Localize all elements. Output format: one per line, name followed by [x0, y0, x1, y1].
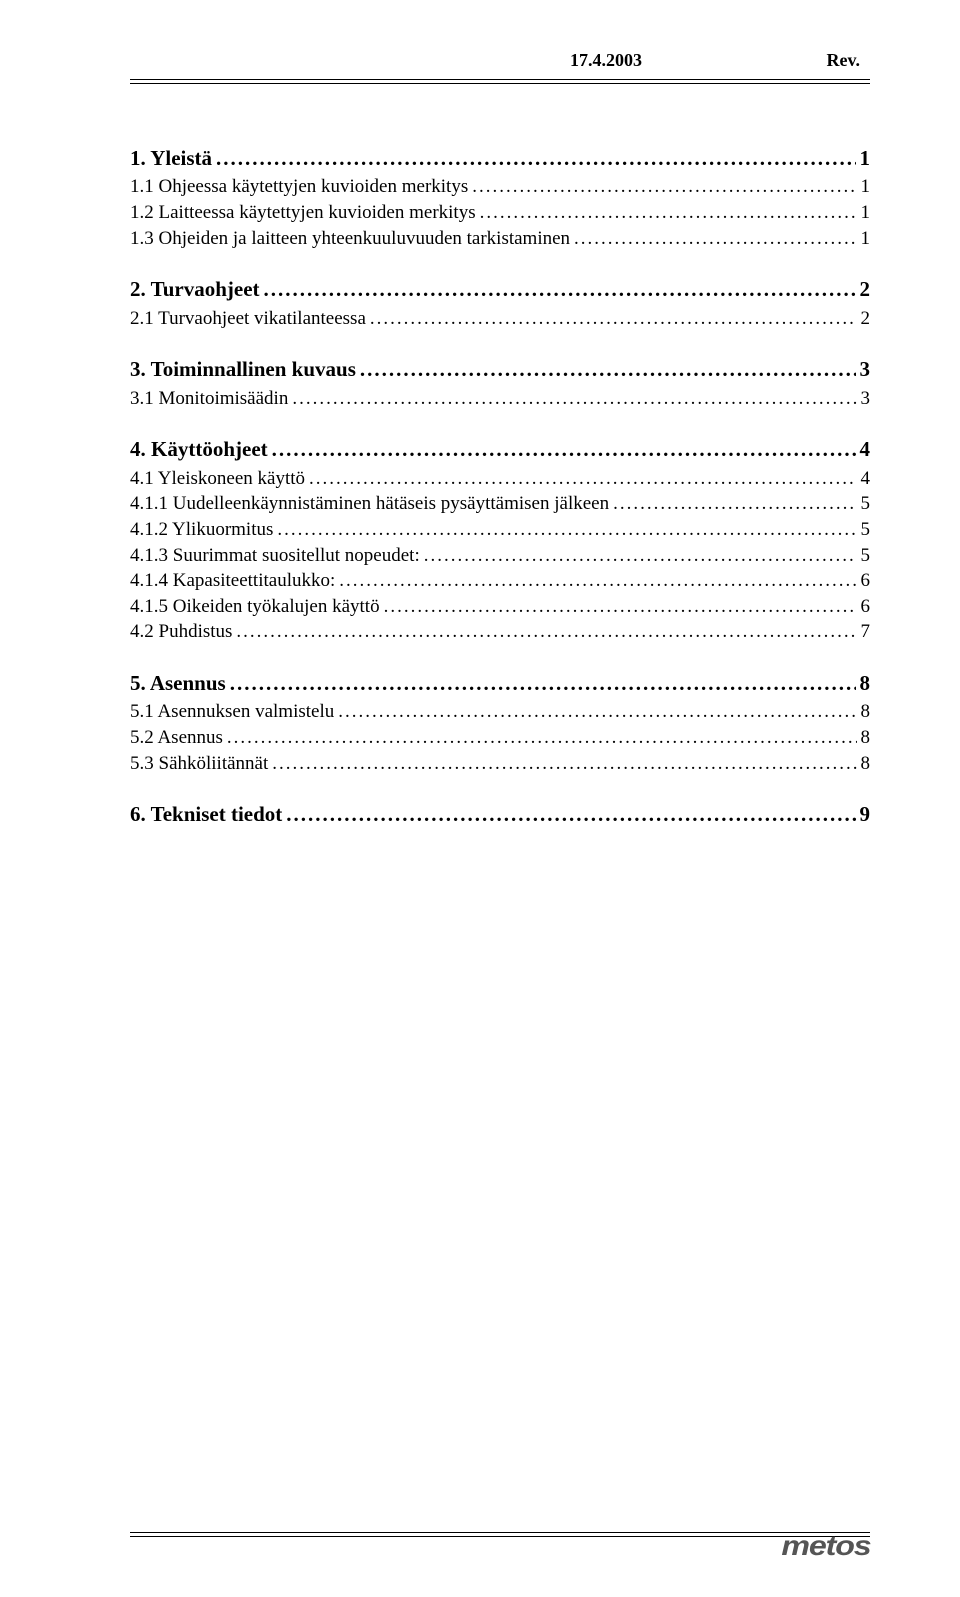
header-date: 17.4.2003	[570, 50, 642, 71]
toc-title: 5. Asennus	[130, 669, 226, 697]
toc-page-number: 4	[857, 466, 871, 492]
toc-title: 2. Turvaohjeet	[130, 275, 260, 303]
toc-leader-dots: ........................................…	[335, 568, 856, 594]
toc-title: 1.3 Ohjeiden ja laitteen yhteenkuuluvuud…	[130, 226, 570, 252]
toc-page-number: 4	[856, 435, 871, 463]
toc-leader-dots: ........................................…	[476, 200, 857, 226]
toc-leader-dots: ........................................…	[268, 435, 856, 463]
toc-page-number: 7	[857, 619, 871, 645]
toc-entry: 6. Tekniset tiedot......................…	[130, 800, 870, 828]
toc-entry: 4.1.4 Kapasiteettitaulukko:.............…	[130, 568, 870, 594]
toc-leader-dots: ........................................…	[226, 669, 856, 697]
toc-page-number: 8	[857, 751, 871, 777]
toc-leader-dots: ........................................…	[356, 355, 856, 383]
toc-leader-dots: ........................................…	[570, 226, 856, 252]
toc-content: 1. Yleistä..............................…	[130, 144, 870, 829]
toc-entry: 2.1 Turvaohjeet vikatilanteessa.........…	[130, 306, 870, 332]
toc-leader-dots: ........................................…	[366, 306, 857, 332]
header-rev: Rev.	[827, 50, 871, 71]
toc-page-number: 1	[857, 200, 871, 226]
toc-page-number: 5	[857, 517, 871, 543]
toc-title: 4.1.3 Suurimmat suositellut nopeudet:	[130, 543, 420, 569]
toc-title: 4.1.5 Oikeiden työkalujen käyttö	[130, 594, 380, 620]
toc-entry: 3. Toiminnallinen kuvaus................…	[130, 355, 870, 383]
toc-leader-dots: ........................................…	[268, 751, 856, 777]
toc-page-number: 6	[857, 568, 871, 594]
toc-title: 4.2 Puhdistus	[130, 619, 232, 645]
toc-page-number: 3	[856, 355, 871, 383]
toc-entry: 4.1 Yleiskoneen käyttö..................…	[130, 466, 870, 492]
page-header: 17.4.2003 Rev.	[130, 50, 870, 71]
toc-entry: 4.1.1 Uudelleenkäynnistäminen hätäseis p…	[130, 491, 870, 517]
toc-leader-dots: ........................................…	[380, 594, 857, 620]
toc-leader-dots: ........................................…	[609, 491, 856, 517]
toc-page-number: 2	[856, 275, 871, 303]
toc-entry: 4.1.3 Suurimmat suositellut nopeudet:...…	[130, 543, 870, 569]
toc-title: 3. Toiminnallinen kuvaus	[130, 355, 356, 383]
toc-page-number: 9	[856, 800, 871, 828]
page-footer	[130, 1532, 870, 1537]
toc-entry: 1.2 Laitteessa käytettyjen kuvioiden mer…	[130, 200, 870, 226]
toc-leader-dots: ........................................…	[420, 543, 857, 569]
toc-title: 3.1 Monitoimisäädin	[130, 386, 288, 412]
toc-title: 1. Yleistä	[130, 144, 212, 172]
toc-entry: 1.3 Ohjeiden ja laitteen yhteenkuuluvuud…	[130, 226, 870, 252]
toc-leader-dots: ........................................…	[273, 517, 856, 543]
toc-title: 4. Käyttöohjeet	[130, 435, 268, 463]
toc-leader-dots: ........................................…	[282, 800, 855, 828]
toc-title: 4.1 Yleiskoneen käyttö	[130, 466, 305, 492]
brand-logo: metos	[781, 1530, 870, 1562]
toc-entry: 5. Asennus..............................…	[130, 669, 870, 697]
toc-leader-dots: ........................................…	[223, 725, 857, 751]
toc-title: 2.1 Turvaohjeet vikatilanteessa	[130, 306, 366, 332]
toc-page-number: 5	[857, 543, 871, 569]
toc-page-number: 8	[857, 699, 871, 725]
toc-leader-dots: ........................................…	[334, 699, 856, 725]
header-rule-2	[130, 83, 870, 84]
toc-page-number: 3	[857, 386, 871, 412]
toc-page-number: 8	[856, 669, 871, 697]
toc-title: 4.1.2 Ylikuormitus	[130, 517, 273, 543]
toc-entry: 4. Käyttöohjeet.........................…	[130, 435, 870, 463]
toc-entry: 5.2 Asennus.............................…	[130, 725, 870, 751]
toc-leader-dots: ........................................…	[288, 386, 856, 412]
header-rule-1	[130, 79, 870, 80]
toc-entry: 1.1 Ohjeessa käytettyjen kuvioiden merki…	[130, 174, 870, 200]
toc-title: 4.1.4 Kapasiteettitaulukko:	[130, 568, 335, 594]
toc-leader-dots: ........................................…	[260, 275, 856, 303]
toc-title: 1.2 Laitteessa käytettyjen kuvioiden mer…	[130, 200, 476, 226]
toc-page-number: 1	[857, 174, 871, 200]
toc-title: 5.3 Sähköliitännät	[130, 751, 268, 777]
toc-leader-dots: ........................................…	[468, 174, 856, 200]
toc-entry: 4.1.2 Ylikuormitus......................…	[130, 517, 870, 543]
toc-page-number: 8	[857, 725, 871, 751]
toc-page-number: 6	[857, 594, 871, 620]
toc-entry: 5.1 Asennuksen valmistelu...............…	[130, 699, 870, 725]
toc-page-number: 2	[857, 306, 871, 332]
toc-page-number: 1	[856, 144, 871, 172]
toc-entry: 4.1.5 Oikeiden työkalujen käyttö........…	[130, 594, 870, 620]
toc-leader-dots: ........................................…	[212, 144, 855, 172]
toc-entry: 4.2 Puhdistus...........................…	[130, 619, 870, 645]
toc-title: 5.1 Asennuksen valmistelu	[130, 699, 334, 725]
toc-entry: 2. Turvaohjeet..........................…	[130, 275, 870, 303]
toc-entry: 3.1 Monitoimisäädin.....................…	[130, 386, 870, 412]
toc-title: 6. Tekniset tiedot	[130, 800, 282, 828]
toc-title: 5.2 Asennus	[130, 725, 223, 751]
toc-title: 1.1 Ohjeessa käytettyjen kuvioiden merki…	[130, 174, 468, 200]
toc-page-number: 1	[857, 226, 871, 252]
toc-leader-dots: ........................................…	[232, 619, 856, 645]
toc-entry: 5.3 Sähköliitännät......................…	[130, 751, 870, 777]
footer-rule-1	[130, 1532, 870, 1533]
toc-title: 4.1.1 Uudelleenkäynnistäminen hätäseis p…	[130, 491, 609, 517]
toc-page-number: 5	[857, 491, 871, 517]
toc-leader-dots: ........................................…	[305, 466, 856, 492]
toc-entry: 1. Yleistä..............................…	[130, 144, 870, 172]
footer-rule-2	[130, 1536, 870, 1537]
